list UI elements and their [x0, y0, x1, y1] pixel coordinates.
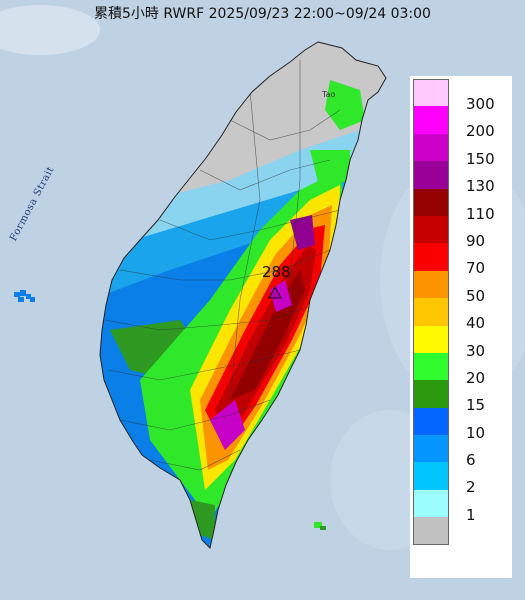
legend-swatch [413, 215, 449, 244]
legend-label: 1 [466, 505, 476, 524]
legend-row: 1 [413, 489, 509, 524]
legend-swatch [413, 243, 449, 271]
legend-swatch [413, 489, 449, 518]
legend-label: 20 [466, 368, 486, 387]
legend-label: 30 [466, 341, 486, 360]
legend-swatch [413, 380, 449, 408]
place-label: Tao [322, 90, 336, 99]
legend-label: 15 [466, 396, 486, 415]
max-rainfall-marker-icon [268, 286, 282, 299]
legend-label: 2 [466, 478, 476, 497]
legend-label: 10 [466, 423, 486, 442]
legend-row: 110 [413, 188, 509, 223]
legend-label: 90 [466, 231, 486, 250]
legend-label: 300 [466, 95, 495, 113]
legend-label: 110 [466, 204, 495, 223]
legend-swatch [413, 298, 449, 326]
legend-swatch [413, 161, 449, 189]
legend-row: 6 [413, 435, 509, 469]
legend-label: 6 [466, 451, 476, 470]
legend-row: 20 [413, 352, 509, 387]
legend-swatch [413, 517, 449, 545]
legend-row: 50 [413, 270, 509, 305]
legend-row: 40 [413, 298, 509, 332]
legend-row: 2 [413, 462, 509, 496]
legend-label: 130 [466, 177, 495, 196]
legend-swatch [413, 133, 449, 162]
legend-row: 10 [413, 407, 509, 442]
legend-swatch [413, 79, 449, 107]
legend-label: 40 [466, 314, 486, 333]
legend-swatch [413, 188, 449, 216]
legend-row: 30 [413, 325, 509, 360]
legend-swatch [413, 407, 449, 436]
legend-swatch [413, 325, 449, 353]
legend-swatch [413, 462, 449, 490]
legend-row: 300 [413, 79, 509, 113]
legend-row: 150 [413, 133, 509, 168]
color-legend: 300 200 150 130 110 90 70 50 40 30 20 15 10 6 2 1 [413, 79, 509, 545]
legend-row: 200 [413, 106, 509, 140]
legend-row: 130 [413, 161, 509, 195]
legend-label: 200 [466, 122, 495, 141]
legend-row [413, 517, 509, 545]
legend-label: 70 [466, 259, 486, 278]
legend-swatch [413, 270, 449, 299]
legend-row: 90 [413, 215, 509, 250]
legend-row: 70 [413, 243, 509, 277]
legend-swatch [413, 352, 449, 381]
legend-label: 50 [466, 286, 486, 305]
max-rainfall-label: 288 [262, 263, 291, 281]
legend-label: 150 [466, 149, 495, 168]
legend-swatch [413, 106, 449, 134]
legend-swatch [413, 435, 449, 463]
legend-row: 15 [413, 380, 509, 414]
map-title: 累積5小時 RWRF 2025/09/23 22:00~09/24 03:00 [94, 6, 431, 22]
